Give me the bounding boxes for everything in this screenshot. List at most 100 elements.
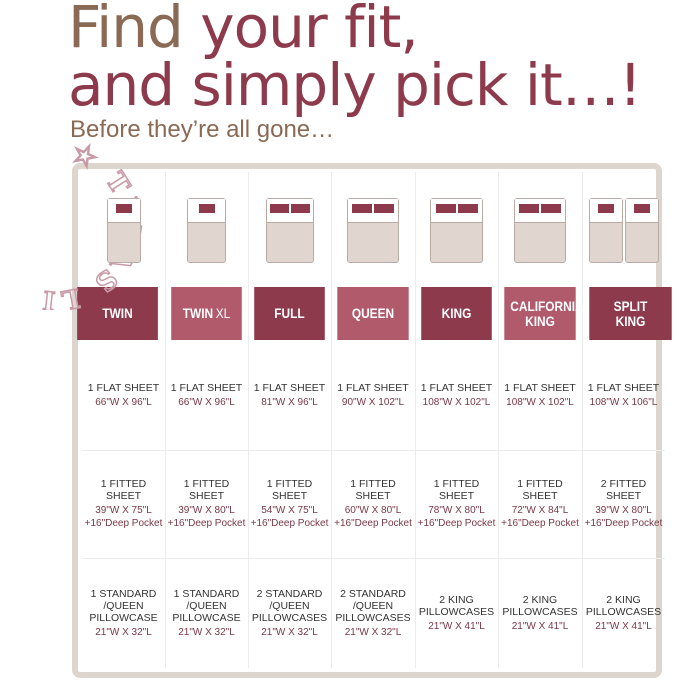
pillowcase-cell: 2 STANDARD/QUEEN PILLOWCASES 21"W X 32"L bbox=[331, 558, 415, 668]
pillowcase-cell: 2 KING PILLOWCASES 21"W X 41"L bbox=[415, 558, 498, 668]
item-label: 1 FLAT SHEET bbox=[87, 381, 160, 394]
pillow-icon bbox=[290, 204, 310, 213]
item-label: SHEET bbox=[605, 490, 641, 502]
column-divider bbox=[248, 172, 249, 668]
item-size: 54"W X 75"L bbox=[261, 505, 318, 516]
pillow-icon bbox=[597, 204, 614, 213]
item-size: 81"W X 96"L bbox=[261, 396, 318, 408]
headline-find: Find bbox=[68, 0, 184, 61]
item-label: SHEET bbox=[271, 490, 307, 502]
item-size: 108"W X 102"L bbox=[506, 396, 574, 408]
flat-sheet-cell: 1 FLAT SHEET 108"W X 106"L bbox=[582, 340, 665, 450]
item-size: 72"W X 84"L bbox=[511, 505, 569, 516]
item-label: 1 FLAT SHEET bbox=[587, 381, 660, 394]
fitted-sheet-cell: 1 FITTED SHEET 72"W X 84"L +16"Deep Pocket bbox=[498, 450, 582, 558]
item-label: 1 FLAT SHEET bbox=[504, 381, 576, 394]
item-size: 21"W X 32"L bbox=[178, 626, 235, 638]
item-label: 1 STANDARD bbox=[173, 587, 240, 600]
sheet-fold bbox=[589, 217, 622, 223]
item-label: 1 FLAT SHEET bbox=[337, 381, 409, 394]
size-name: FULL bbox=[274, 305, 305, 321]
fitted-sheet-cell: 1 FITTED SHEET 39"W X 75"L +16"Deep Pocket bbox=[82, 450, 165, 558]
item-label: 1 STANDARD bbox=[90, 587, 157, 600]
item-size: +16"Deep Pocket bbox=[167, 518, 246, 529]
item-size: +16"Deep Pocket bbox=[334, 518, 412, 529]
column-divider bbox=[498, 172, 499, 668]
size-name: SPLIT KING bbox=[613, 297, 648, 329]
pillow-icon bbox=[435, 204, 456, 213]
item-size: 21"W X 32"L bbox=[95, 626, 152, 638]
item-size: 108"W X 102"L bbox=[422, 396, 491, 408]
flat-sheet-cell: 1 FLAT SHEET 66"W X 96"L bbox=[82, 340, 165, 450]
item-size: 21"W X 41"L bbox=[511, 620, 569, 632]
item-size: 90"W X 102"L bbox=[341, 396, 405, 408]
item-label: /QUEEN bbox=[352, 599, 394, 612]
bed-icon bbox=[514, 198, 566, 263]
pillowcase-cell: 1 STANDARD/QUEEN PILLOWCASE 21"W X 32"L bbox=[165, 558, 248, 668]
item-label: 2 STANDARD bbox=[256, 587, 323, 600]
item-size: +16"Deep Pocket bbox=[250, 518, 329, 529]
item-size: 39"W X 75"L bbox=[95, 505, 152, 516]
item-size: 21"W X 32"L bbox=[344, 626, 402, 638]
size-header-twin[interactable]: TWIN XL bbox=[171, 287, 242, 340]
bed-icon bbox=[624, 198, 659, 263]
sheet-fold bbox=[107, 217, 140, 223]
column-divider bbox=[165, 172, 166, 668]
texas-linen-co-stamp-logo: ★ TEXAS LINEN CO. bbox=[0, 140, 142, 310]
item-size: +16"Deep Pocket bbox=[417, 518, 496, 529]
size-name: CALIFORNIA KING bbox=[510, 297, 584, 329]
pillow-icon bbox=[269, 204, 289, 213]
item-label: 2 KING bbox=[522, 593, 558, 606]
item-label: 1 FLAT SHEET bbox=[253, 381, 326, 394]
item-label: 2 KING bbox=[439, 593, 474, 606]
size-header-full[interactable]: FULL bbox=[254, 287, 325, 340]
item-label: PILLOWCASES bbox=[502, 605, 578, 618]
size-header-queen[interactable]: QUEEN bbox=[337, 287, 409, 340]
item-size: 39"W X 80"L bbox=[595, 505, 652, 516]
item-label: SHEET bbox=[522, 490, 558, 502]
item-label: 2 KING bbox=[606, 593, 641, 606]
pillowcase-cell: 1 STANDARD/QUEEN PILLOWCASE 21"W X 32"L bbox=[82, 558, 165, 668]
item-label: 1 FITTED bbox=[350, 478, 396, 490]
flat-sheet-cell: 1 FLAT SHEET 108"W X 102"L bbox=[498, 340, 582, 450]
item-label: SHEET bbox=[188, 490, 224, 502]
row-divider bbox=[82, 450, 665, 451]
item-label: /QUEEN bbox=[103, 599, 144, 612]
size-header-split-king[interactable]: SPLIT KING bbox=[589, 287, 672, 340]
size-header-king[interactable]: KING bbox=[421, 287, 492, 340]
flat-sheet-cell: 1 FLAT SHEET 108"W X 102"L bbox=[415, 340, 498, 450]
sheet-fold bbox=[431, 217, 482, 223]
item-label: PILLOWCASE bbox=[89, 611, 158, 624]
item-size: 39"W X 80"L bbox=[178, 505, 235, 516]
flat-sheet-cell: 1 FLAT SHEET 90"W X 102"L bbox=[331, 340, 415, 450]
item-label: PILLOWCASES bbox=[335, 611, 411, 624]
item-label: SHEET bbox=[105, 490, 141, 502]
item-size: 108"W X 106"L bbox=[589, 396, 658, 408]
column-divider bbox=[415, 172, 416, 668]
bed-icon bbox=[187, 198, 226, 263]
bed-icon bbox=[106, 198, 141, 263]
item-label: PILLOWCASES bbox=[418, 605, 495, 618]
pillow-icon bbox=[457, 204, 478, 213]
item-label: 2 FITTED bbox=[600, 478, 647, 490]
item-size: 78"W X 80"L bbox=[428, 505, 485, 516]
item-size: 21"W X 41"L bbox=[428, 620, 485, 632]
size-header-twin[interactable]: TWIN bbox=[77, 287, 158, 340]
bed-icon bbox=[265, 198, 314, 263]
pillow-icon bbox=[115, 204, 132, 213]
fitted-sheet-cell: 1 FITTED SHEET 39"W X 80"L +16"Deep Pocket bbox=[165, 450, 248, 558]
bed-icon bbox=[588, 198, 623, 263]
sheet-fold bbox=[515, 217, 565, 223]
item-size: +16"Deep Pocket bbox=[584, 518, 663, 529]
item-label: /QUEEN bbox=[186, 599, 227, 612]
item-label: 1 FLAT SHEET bbox=[170, 381, 243, 394]
pillow-icon bbox=[198, 204, 215, 213]
fitted-sheet-cell: 1 FITTED SHEET 78"W X 80"L +16"Deep Pocket bbox=[415, 450, 498, 558]
item-label: PILLOWCASES bbox=[251, 611, 328, 624]
pillow-icon bbox=[352, 204, 372, 213]
size-name: TWIN bbox=[102, 305, 133, 321]
pillow-icon bbox=[519, 204, 539, 213]
size-header-california-king[interactable]: CALIFORNIA KING bbox=[504, 287, 584, 340]
pillowcase-cell: 2 KING PILLOWCASES 21"W X 41"L bbox=[582, 558, 665, 668]
item-size: 66"W X 96"L bbox=[178, 396, 235, 408]
